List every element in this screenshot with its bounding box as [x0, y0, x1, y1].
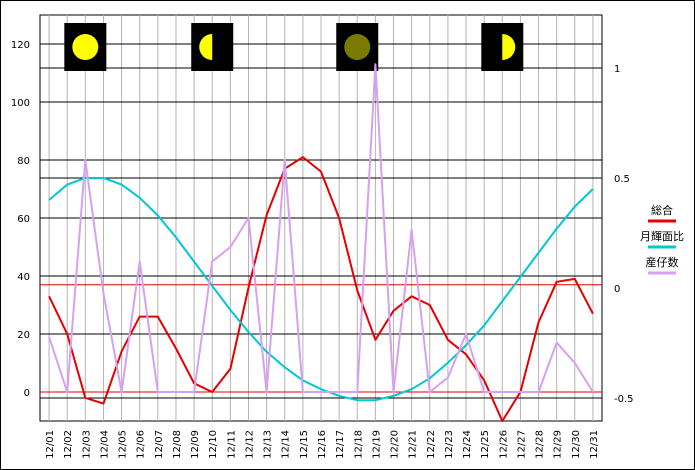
horizontal-gridlines [40, 43, 602, 393]
left-tick-label: 0 [24, 388, 30, 399]
moon-last-quarter-icon [191, 23, 234, 71]
legend-label-総合: 総合 [651, 203, 673, 217]
series-lines [48, 63, 594, 422]
x-tick-label: 12/15 [299, 430, 310, 459]
x-tick-label: 12/06 [136, 430, 147, 459]
x-tick-label: 12/29 [553, 430, 564, 459]
x-tick-label: 12/23 [444, 430, 455, 459]
x-tick-label: 12/14 [281, 430, 292, 459]
x-tick-label: 12/07 [154, 430, 165, 459]
series-line-月輝面比 [48, 177, 594, 402]
moon-phase-icons [64, 23, 524, 71]
x-tick-label: 12/05 [118, 430, 129, 459]
left-tick-label: 60 [17, 214, 30, 225]
legend-label-産仔数: 産仔数 [646, 256, 679, 269]
x-tick-label: 12/27 [516, 430, 527, 459]
right-tick-label: -0.5 [614, 394, 634, 405]
moon-half [199, 34, 213, 60]
left-tick-label: 80 [17, 156, 30, 167]
x-tick-label: 12/21 [408, 430, 419, 459]
left-axis-ticks: 0 20 40 60 80 100 120 [11, 40, 30, 399]
x-axis-ticks: 12/01 12/02 12/03 12/04 12/05 12/06 12/07 12/08… [45, 430, 600, 459]
x-tick-label: 12/16 [317, 430, 328, 459]
x-tick-label: 12/03 [81, 430, 92, 459]
series-line-総合 [48, 156, 594, 422]
x-tick-label: 12/09 [190, 430, 201, 459]
x-tick-label: 12/08 [172, 430, 183, 459]
left-tick-label: 120 [11, 40, 30, 51]
x-tick-label: 12/13 [263, 430, 274, 459]
left-tick-label: 40 [17, 272, 30, 283]
moon-disc [344, 34, 371, 60]
x-tick-label: 12/26 [498, 430, 509, 459]
x-tick-label: 12/01 [45, 430, 56, 459]
right-axis-ticks: -0.5 0 0.5 1 [614, 64, 634, 405]
x-tick-label: 12/24 [462, 430, 473, 459]
right-tick-label: 0 [614, 284, 620, 295]
x-tick-label: 12/04 [99, 430, 110, 459]
x-tick-label: 12/22 [426, 430, 437, 459]
moon-disc [72, 34, 99, 60]
moon-full-icon [64, 23, 107, 71]
moon-half [502, 34, 516, 60]
left-tick-label: 20 [17, 330, 30, 341]
right-tick-label: 1 [614, 64, 620, 75]
x-tick-label: 12/12 [244, 430, 255, 459]
x-tick-label: 12/10 [208, 430, 219, 459]
x-tick-label: 12/17 [335, 430, 346, 459]
moon-backdrop [481, 23, 524, 71]
legend-label-月輝面比: 月輝面比 [640, 230, 684, 243]
moon-new-icon [336, 23, 379, 71]
x-tick-label: 12/25 [480, 430, 491, 459]
x-tick-label: 12/02 [63, 430, 74, 459]
x-tick-label: 12/18 [353, 430, 364, 459]
moon-first-quarter-icon [481, 23, 524, 71]
x-tick-label: 12/30 [571, 430, 582, 459]
left-tick-label: 100 [11, 98, 30, 109]
x-tick-label: 12/19 [371, 430, 382, 459]
right-tick-label: 0.5 [614, 174, 630, 185]
series-line-産仔数 [48, 63, 594, 393]
x-tick-label: 12/11 [226, 430, 237, 459]
x-tick-label: 12/31 [589, 430, 600, 459]
x-tick-label: 12/20 [390, 430, 401, 459]
x-tick-label: 12/28 [535, 430, 546, 459]
